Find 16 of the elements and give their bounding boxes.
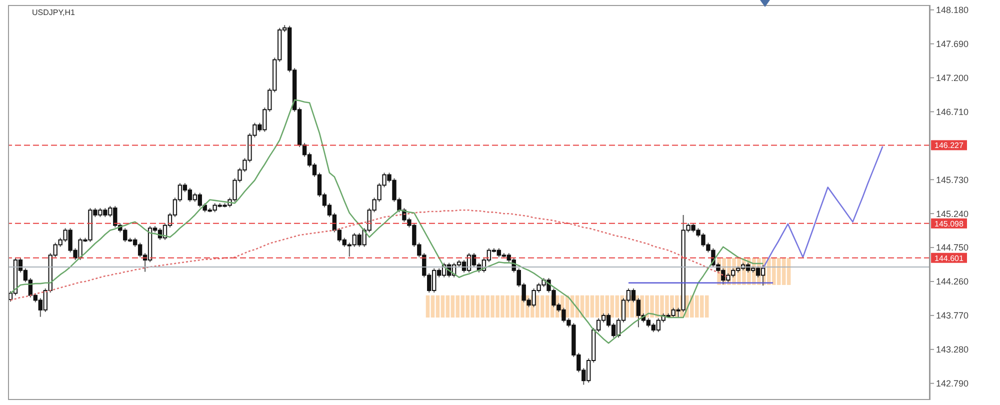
y-tick-label: 144.750	[936, 242, 969, 253]
y-tick-label: 144.260	[936, 276, 969, 287]
y-tick-label: 145.240	[936, 208, 969, 219]
y-tick-label: 147.200	[936, 72, 969, 83]
chart-title: USDJPY,H1	[32, 8, 75, 17]
y-tick-label: 146.710	[936, 106, 969, 117]
y-tick-label: 142.790	[936, 378, 969, 389]
y-tick-label: 148.180	[936, 5, 969, 16]
line-series	[10, 99, 764, 344]
y-tick-label: 145.730	[936, 174, 969, 185]
y-tick-label: 143.770	[936, 310, 969, 321]
ref-line-label: 146.227	[934, 141, 964, 150]
ref-line-label: 144.601	[934, 254, 964, 263]
y-tick-label: 143.280	[936, 344, 969, 355]
ref-line-label: 145.098	[934, 219, 964, 228]
y-tick-label: 147.690	[936, 39, 969, 49]
